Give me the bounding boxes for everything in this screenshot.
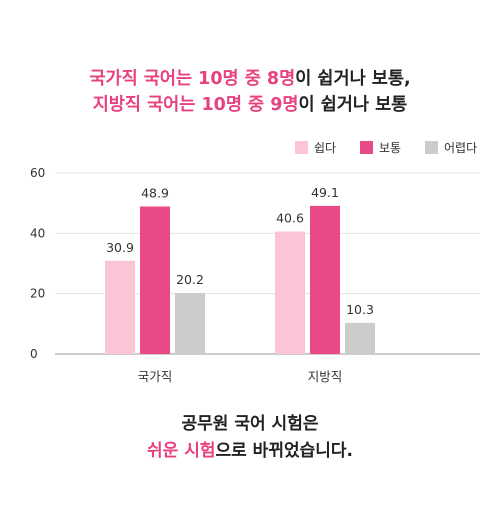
footer-line-2-rest: 으로 바뀌었습니다. bbox=[215, 441, 353, 461]
bar-0-2 bbox=[175, 293, 205, 354]
bar-1-2 bbox=[345, 322, 375, 354]
data-label: 40.6 bbox=[276, 211, 304, 226]
legend-label: 보통 bbox=[379, 141, 401, 155]
data-label: 20.2 bbox=[176, 272, 204, 287]
chart-title: 국가직 국어는 10명 중 8명이 쉽거나 보통, 지방직 국어는 10명 중 … bbox=[0, 66, 500, 118]
bar-1-1 bbox=[310, 205, 340, 354]
title-line-2-highlight: 지방직 국어는 10명 중 9명 bbox=[92, 95, 299, 115]
footer-caption: 공무원 국어 시험은 쉬운 시험으로 바뀌었습니다. bbox=[0, 411, 500, 465]
title-line-1: 국가직 국어는 10명 중 8명이 쉽거나 보통, bbox=[0, 66, 500, 92]
footer-line-2: 쉬운 시험으로 바뀌었습니다. bbox=[0, 438, 500, 465]
y-tick-label: 40 bbox=[30, 226, 45, 240]
y-axis-ticks: 0 20 40 60 bbox=[30, 166, 45, 361]
legend-swatch bbox=[360, 141, 373, 154]
title-line-1-rest: 이 쉽거나 보통, bbox=[295, 69, 411, 89]
bar-1-0 bbox=[275, 231, 305, 354]
legend-label: 어렵다 bbox=[444, 141, 477, 155]
y-tick-label: 60 bbox=[30, 166, 45, 180]
legend-swatch bbox=[425, 141, 438, 154]
title-line-1-highlight: 국가직 국어는 10명 중 8명 bbox=[89, 69, 296, 89]
data-label: 30.9 bbox=[106, 240, 134, 255]
data-label: 48.9 bbox=[141, 185, 169, 200]
category-label: 지방직 bbox=[308, 369, 343, 384]
title-line-2: 지방직 국어는 10명 중 9명이 쉽거나 보통 bbox=[0, 92, 500, 118]
footer-line-2-highlight: 쉬운 시험 bbox=[147, 441, 216, 461]
data-label: 10.3 bbox=[346, 302, 374, 317]
footer-line-1: 공무원 국어 시험은 bbox=[181, 414, 319, 434]
legend-label: 쉽다 bbox=[314, 141, 336, 155]
category-label: 국가직 bbox=[138, 369, 173, 384]
data-label: 49.1 bbox=[311, 185, 339, 200]
legend: 쉽다 보통 어렵다 bbox=[295, 141, 477, 155]
x-axis-categories: 국가직 지방직 bbox=[138, 369, 343, 384]
data-labels: 30.9 48.9 20.2 40.6 49.1 10.3 bbox=[106, 185, 374, 317]
bar-0-0 bbox=[105, 260, 135, 354]
title-line-2-rest: 이 쉽거나 보통 bbox=[298, 95, 408, 115]
legend-swatch bbox=[295, 141, 308, 154]
y-tick-label: 20 bbox=[30, 287, 45, 301]
bars bbox=[105, 205, 375, 354]
y-tick-label: 0 bbox=[30, 347, 38, 361]
bar-0-1 bbox=[140, 206, 170, 354]
